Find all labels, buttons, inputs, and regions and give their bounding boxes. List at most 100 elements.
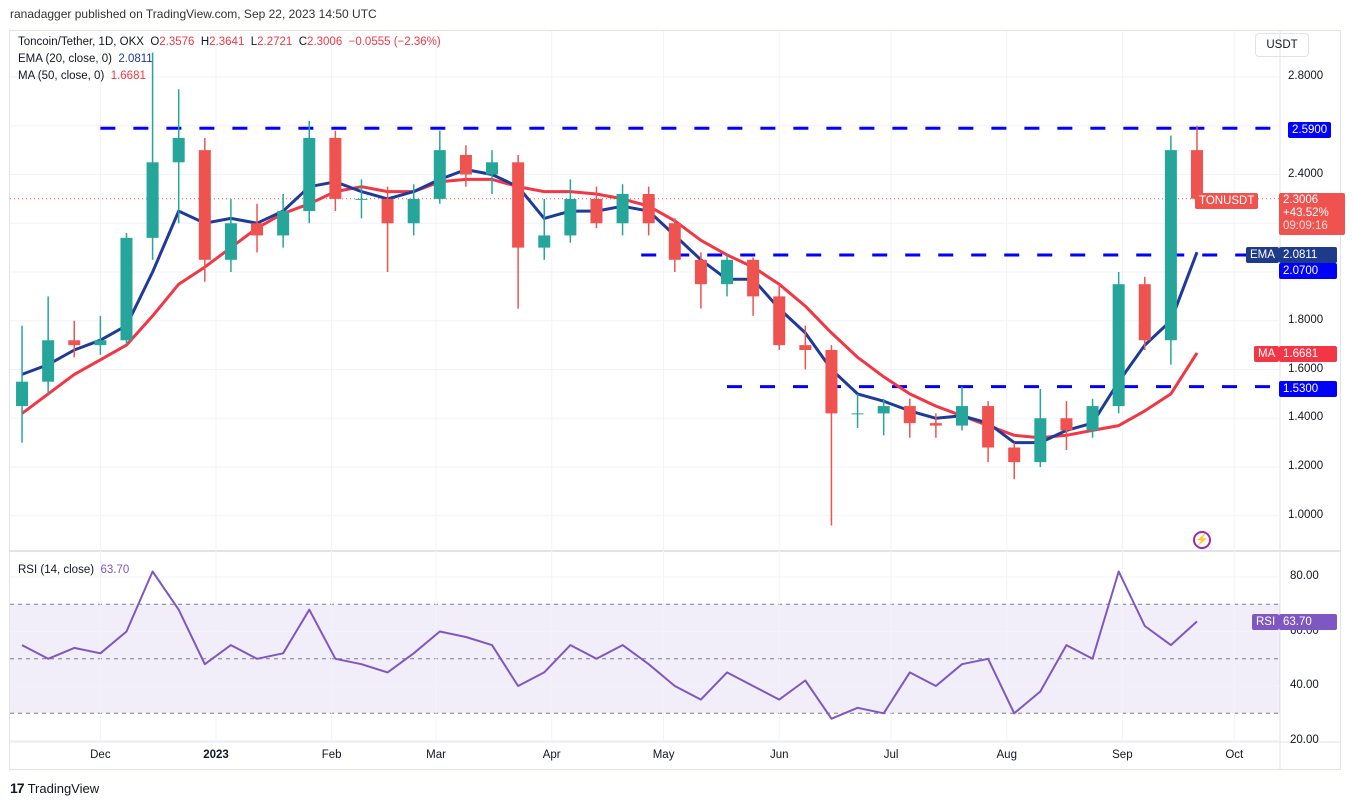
candle-body — [486, 162, 499, 175]
candle-body — [1008, 447, 1021, 463]
ema-tag: EMA — [1246, 247, 1279, 263]
price-tick-label: 1.0000 — [1288, 508, 1324, 521]
candle-body — [903, 406, 916, 424]
price-tick-label: 1.6000 — [1288, 362, 1324, 375]
level-tag-1530: 1.5300 — [1279, 381, 1337, 397]
candle-body — [721, 259, 734, 285]
ma-legend[interactable]: MA (50, close, 0) 1.6681 — [18, 70, 146, 82]
time-tick-label: Feb — [321, 749, 342, 761]
ma-tag: MA — [1254, 346, 1280, 362]
candle-body — [1034, 418, 1047, 463]
last-price-tag: 2.3006 +43.52% 09:09:16 — [1279, 193, 1345, 235]
price-tick-label: 2.8000 — [1288, 70, 1324, 82]
time-tick-label: Aug — [996, 749, 1017, 761]
low-label: L — [250, 36, 258, 48]
time-tick-label: Jul — [883, 749, 899, 761]
price-tick-label: 2.4000 — [1288, 167, 1324, 180]
candle-body — [94, 340, 107, 346]
candle-body — [1060, 418, 1073, 431]
candle-body — [68, 340, 81, 346]
price-tick-label: 1.2000 — [1288, 460, 1324, 472]
ma-price-tag: 1.6681 — [1279, 346, 1337, 362]
candle-body — [929, 423, 942, 426]
candle-body — [747, 259, 760, 297]
time-tick-label: Dec — [90, 749, 111, 761]
candle-body — [146, 162, 159, 238]
close-label: C — [298, 36, 308, 48]
price-tick-label: 1.4000 — [1288, 411, 1324, 424]
candle-body — [694, 259, 707, 285]
time-tick-label: Apr — [542, 749, 561, 761]
candle-body — [1138, 284, 1151, 341]
close-value: 2.3006 — [307, 36, 343, 48]
tradingview-logo[interactable]: 17 TradingView — [10, 780, 99, 796]
rsi-price-tag: 63.70 — [1279, 614, 1337, 630]
candle-body — [381, 198, 394, 224]
symbol-legend: Toncoin/Tether, 1D, OKX O2.3576 H2.3641 … — [18, 36, 441, 48]
candle-body — [329, 137, 342, 199]
candle-body — [1112, 284, 1125, 407]
ma50-line — [21, 177, 1199, 440]
last-change: +43.52% — [1283, 207, 1329, 219]
lightning-icon[interactable]: ⚡ — [1193, 531, 1211, 549]
chart-frame — [9, 30, 1341, 770]
candle-body — [616, 194, 629, 224]
candle-body — [956, 406, 968, 426]
high-label: H — [200, 36, 210, 48]
ema-label: EMA (20, close, 0) — [18, 53, 112, 65]
time-tick-label: May — [652, 749, 675, 761]
candle-body — [1190, 150, 1203, 199]
rsi-label: RSI (14, close) — [18, 564, 95, 576]
candle-body — [303, 137, 316, 212]
candle-body — [120, 237, 133, 341]
low-value: 2.2721 — [257, 36, 293, 48]
candle-body — [16, 381, 29, 407]
candle-body — [538, 235, 551, 248]
candle-body — [407, 198, 420, 224]
candle-body — [1164, 150, 1177, 341]
candle-body — [642, 194, 655, 224]
candle-body — [668, 223, 681, 260]
candle-body — [172, 137, 185, 163]
ma-label: MA (50, close, 0) — [18, 70, 105, 82]
candle-body — [825, 350, 838, 414]
symbol-name[interactable]: Toncoin/Tether, 1D, OKX — [18, 36, 144, 48]
ema-legend[interactable]: EMA (20, close, 0) 2.0811 — [18, 53, 153, 65]
candle-body — [277, 211, 290, 236]
rsi-tick-label: 20.00 — [1290, 733, 1319, 746]
candle-body — [251, 223, 264, 236]
time-tick-label: Oct — [1225, 749, 1244, 761]
time-tick-label: Sep — [1112, 749, 1133, 761]
candle-body — [773, 296, 786, 346]
change-value: −0.0555 (−2.36%) — [348, 36, 441, 48]
ema20-line — [21, 168, 1199, 445]
ma-value: 1.6681 — [110, 70, 146, 82]
time-tick-label: Jun — [769, 749, 789, 761]
candle-body — [355, 198, 368, 200]
publisher-header: ranadagger published on TradingView.com,… — [10, 7, 377, 21]
time-tick-label: 2023 — [203, 749, 229, 761]
candle-body — [512, 162, 525, 248]
open-label: O — [150, 36, 160, 48]
ema-price-tag: 2.0811 — [1279, 247, 1337, 263]
rsi-tick-label: 40.00 — [1290, 679, 1319, 691]
currency-button[interactable]: USDT — [1255, 33, 1309, 57]
rsi-line — [21, 570, 1198, 720]
rsi-tag: RSI — [1252, 614, 1280, 630]
candle-body — [42, 340, 55, 382]
last-price: 2.3006 — [1283, 194, 1319, 206]
candle-body — [564, 198, 577, 236]
level-tag-2070: 2.0700 — [1279, 263, 1337, 279]
candle-body — [224, 223, 237, 260]
candle-body — [982, 406, 995, 448]
candle-body — [877, 406, 890, 414]
candle-body — [198, 150, 211, 260]
rsi-legend[interactable]: RSI (14, close) 63.70 — [18, 564, 129, 576]
time-tick-label: Mar — [426, 749, 446, 761]
candle-body — [590, 198, 603, 224]
rsi-tick-label: 80.00 — [1290, 570, 1319, 582]
symbol-tag: TONUSDT — [1195, 193, 1259, 209]
brand-name: TradingView — [27, 780, 100, 796]
candle-body — [433, 150, 446, 199]
